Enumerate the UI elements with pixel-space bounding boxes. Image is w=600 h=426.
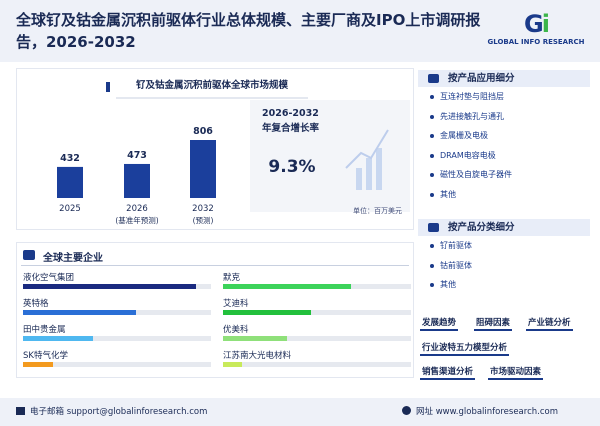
company-name: 液化空气集团 xyxy=(23,273,75,283)
segment-item: 互连衬垫与阻挡层 xyxy=(418,87,590,107)
cagr-period: 2026-2032 xyxy=(262,108,319,119)
tag: 阻碍因素 xyxy=(474,316,513,331)
bar xyxy=(190,140,216,198)
cagr-label: 年复合增长率 xyxy=(262,122,320,134)
bar-track xyxy=(23,336,211,341)
bar-fill xyxy=(223,284,351,289)
mail-icon xyxy=(16,407,25,415)
unit-label: 单位：百万美元 xyxy=(353,206,402,215)
cagr-value: 9.3% xyxy=(268,157,315,177)
chart: 钌及钴金属沉积前驱体全球市场规模 2026-2032 年复合增长率 9.3% 单… xyxy=(57,79,410,225)
logo-mark: Gi xyxy=(524,10,550,38)
segment-item: 钌前驱体 xyxy=(418,236,590,256)
bar-fill xyxy=(23,336,93,341)
web-label: 网址 xyxy=(416,407,434,417)
chart-title: 钌及钴金属沉积前驱体全球市场规模 xyxy=(136,79,289,91)
bar-fill xyxy=(23,362,54,367)
bar-fill xyxy=(23,310,136,315)
logo-text: GLOBAL INFO RESEARCH xyxy=(487,38,585,46)
bar-track xyxy=(223,362,411,367)
tag: 产业链分析 xyxy=(526,316,573,331)
tag: 发展趋势 xyxy=(420,316,459,331)
tag: 市场驱动因素 xyxy=(488,365,544,380)
website: 网址 www.globalinforesearch.com xyxy=(416,405,558,417)
cagr-decoration xyxy=(345,129,389,190)
report-title: 全球钌及钴金属沉积前驱体行业总体规模、主要厂商及IPO上市调研报告，2026-2… xyxy=(16,11,481,51)
x-tick-label: 2026 xyxy=(126,204,148,214)
bar-track xyxy=(23,284,211,289)
cagr-box xyxy=(250,100,410,212)
segment-title: 按产品分类细分 xyxy=(418,219,590,236)
footer: 电子邮箱 support@globalinforesearch.com 网址 w… xyxy=(0,398,600,426)
value-label: 432 xyxy=(60,153,80,164)
segment-item: 其他 xyxy=(418,185,590,205)
company-name: 江苏南大光电材料 xyxy=(223,351,292,361)
segment-item: 先进接触孔与通孔 xyxy=(418,107,590,127)
x-tick-label: 2032 xyxy=(192,204,214,214)
bar xyxy=(124,163,150,198)
company-name: 艾迪科 xyxy=(223,299,249,309)
bar-track xyxy=(23,362,211,367)
company-name: SK特气化学 xyxy=(23,351,68,361)
company-name: 英特格 xyxy=(23,299,49,309)
segment-item: 其他 xyxy=(418,275,590,295)
tag: 行业波特五力模型分析 xyxy=(420,341,510,356)
header: 全球钌及钴金属沉积前驱体行业总体规模、主要厂商及IPO上市调研报告，2026-2… xyxy=(0,0,600,62)
bar-fill xyxy=(223,362,242,367)
bar-fill xyxy=(223,310,312,315)
bar-track xyxy=(223,310,411,315)
tags: 发展趋势 阻碍因素 产业链分析行业波特五力模型分析 销售渠道分析 市场驱动因素 xyxy=(418,316,594,388)
segment-title: 按产品应用细分 xyxy=(418,70,590,87)
company-name: 优美科 xyxy=(223,325,249,335)
web-icon xyxy=(402,406,411,415)
web-address: www.globalinforesearch.com xyxy=(435,407,558,417)
value-label: 473 xyxy=(127,150,147,161)
type-segments: 按产品分类细分 钌前驱体 钴前驱体 其他 xyxy=(418,219,590,295)
x-tick-label: 2025 xyxy=(59,204,81,214)
value-label: 806 xyxy=(193,126,213,137)
company-name: 田中贵金属 xyxy=(23,325,66,335)
segment-item: DRAM电容电极 xyxy=(418,146,590,166)
rule xyxy=(21,265,409,266)
segment-item: 磁性及自旋电子器件 xyxy=(418,165,590,185)
x-tick-note: (基准年预测) xyxy=(115,215,158,225)
email: 电子邮箱 support@globalinforesearch.com xyxy=(30,405,207,417)
title-accent xyxy=(106,82,110,92)
bar xyxy=(57,166,83,198)
bar-track xyxy=(223,336,411,341)
application-segments: 按产品应用细分 互连衬垫与阻挡层 先进接触孔与通孔 金属栅及电极 DRAM电容电极 磁性… xyxy=(418,70,590,204)
segment-item: 钴前驱体 xyxy=(418,256,590,276)
bar-fill xyxy=(223,336,287,341)
bar-track xyxy=(223,284,411,289)
segment-item: 金属栅及电极 xyxy=(418,126,590,146)
email-label: 电子邮箱 xyxy=(30,407,65,417)
logo: Gi GLOBAL INFO RESEARCH xyxy=(486,10,586,46)
x-tick-note: (预测) xyxy=(193,215,214,225)
bar-track xyxy=(23,310,211,315)
bar-fill xyxy=(23,284,196,289)
company-name: 默克 xyxy=(223,273,241,283)
section-title: 全球主要企业 xyxy=(43,253,103,264)
tag: 销售渠道分析 xyxy=(420,365,476,380)
company-panel: 全球主要企业 液化空气集团 默克英特格 艾迪科田中贵金属 优美科 SK特气化学 江苏南大光… xyxy=(16,242,414,378)
icon xyxy=(23,250,35,260)
email-address: support@globalinforesearch.com xyxy=(66,407,208,417)
